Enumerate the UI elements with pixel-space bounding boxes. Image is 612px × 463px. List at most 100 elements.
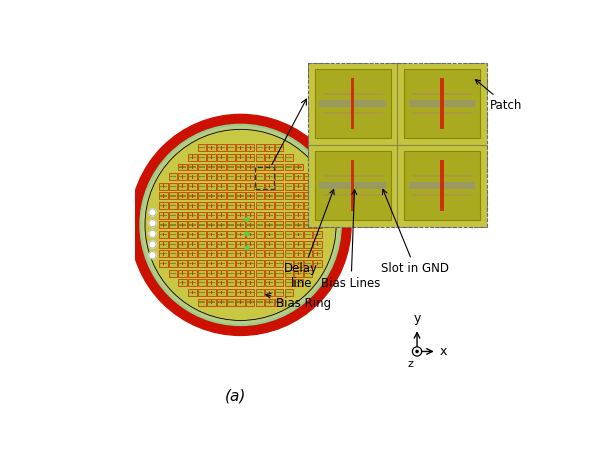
Bar xyxy=(217,299,225,306)
Bar xyxy=(226,269,235,276)
Bar xyxy=(179,193,187,200)
Bar xyxy=(189,234,196,235)
Bar xyxy=(159,221,168,228)
Bar xyxy=(285,224,292,225)
Bar xyxy=(276,273,283,274)
Bar xyxy=(441,160,444,211)
Bar xyxy=(285,202,293,209)
Bar xyxy=(188,289,196,296)
Bar xyxy=(170,186,176,187)
Bar xyxy=(276,205,283,206)
Bar xyxy=(159,183,168,190)
Bar xyxy=(275,221,283,228)
Bar xyxy=(189,273,196,274)
Bar xyxy=(266,157,273,158)
Bar xyxy=(313,250,322,257)
Bar xyxy=(247,292,253,293)
Bar xyxy=(246,163,255,170)
Bar xyxy=(188,163,196,170)
Bar xyxy=(217,193,225,200)
Bar xyxy=(315,253,321,255)
Bar xyxy=(226,231,235,238)
Bar xyxy=(294,173,303,180)
Bar xyxy=(305,263,312,264)
Bar xyxy=(208,253,215,255)
Bar xyxy=(226,279,235,286)
Bar xyxy=(160,186,167,187)
Bar xyxy=(265,269,274,276)
Bar xyxy=(276,263,283,264)
Bar xyxy=(179,186,186,187)
Bar xyxy=(207,250,216,257)
Bar xyxy=(188,193,196,200)
Bar xyxy=(275,183,283,190)
Bar xyxy=(247,166,253,168)
Bar xyxy=(294,269,303,276)
Bar xyxy=(236,279,245,286)
Bar xyxy=(294,202,303,209)
Bar xyxy=(218,301,225,303)
Bar xyxy=(228,234,234,235)
Bar xyxy=(265,193,274,200)
Bar xyxy=(218,147,225,148)
Bar xyxy=(256,221,264,228)
Text: z: z xyxy=(408,358,414,369)
Bar xyxy=(208,166,215,168)
Bar xyxy=(276,301,283,303)
Bar xyxy=(266,234,273,235)
Bar xyxy=(208,263,215,264)
Bar xyxy=(188,212,196,219)
Bar xyxy=(218,205,225,206)
Bar xyxy=(179,279,187,286)
Bar xyxy=(208,157,215,158)
Bar xyxy=(170,273,176,274)
Bar xyxy=(228,301,234,303)
Bar xyxy=(198,212,206,219)
Bar xyxy=(323,175,383,177)
Bar xyxy=(246,260,255,267)
Bar xyxy=(198,292,206,293)
Bar xyxy=(237,253,244,255)
Bar xyxy=(228,273,234,274)
Bar xyxy=(295,176,302,177)
Bar xyxy=(226,193,235,200)
Bar xyxy=(247,263,253,264)
Bar xyxy=(170,176,176,177)
Bar xyxy=(228,292,234,293)
Bar xyxy=(304,212,312,219)
Bar xyxy=(208,301,215,303)
Bar xyxy=(247,282,253,283)
Bar xyxy=(256,202,264,209)
Bar xyxy=(179,253,186,255)
Bar xyxy=(315,195,321,197)
Bar xyxy=(247,244,253,245)
Bar xyxy=(275,163,283,170)
Bar xyxy=(159,212,168,219)
Bar xyxy=(266,244,273,245)
Bar xyxy=(237,273,244,274)
Bar xyxy=(226,163,235,170)
Bar xyxy=(179,212,187,219)
Bar xyxy=(441,78,444,129)
Bar xyxy=(188,279,196,286)
Bar xyxy=(285,253,292,255)
Bar xyxy=(198,166,206,168)
Bar xyxy=(265,250,274,257)
Bar xyxy=(409,100,476,107)
Bar xyxy=(226,289,235,296)
Bar xyxy=(266,224,273,225)
Bar xyxy=(265,183,274,190)
Bar xyxy=(236,269,245,276)
Bar xyxy=(207,173,216,180)
Bar xyxy=(276,176,283,177)
Bar xyxy=(275,212,283,219)
Bar xyxy=(237,224,244,225)
Bar xyxy=(228,186,234,187)
Bar xyxy=(188,231,196,238)
Bar xyxy=(228,166,234,168)
Bar xyxy=(207,260,216,267)
Bar xyxy=(198,193,206,200)
Bar xyxy=(170,205,176,206)
Bar xyxy=(198,279,206,286)
Bar xyxy=(217,212,225,219)
